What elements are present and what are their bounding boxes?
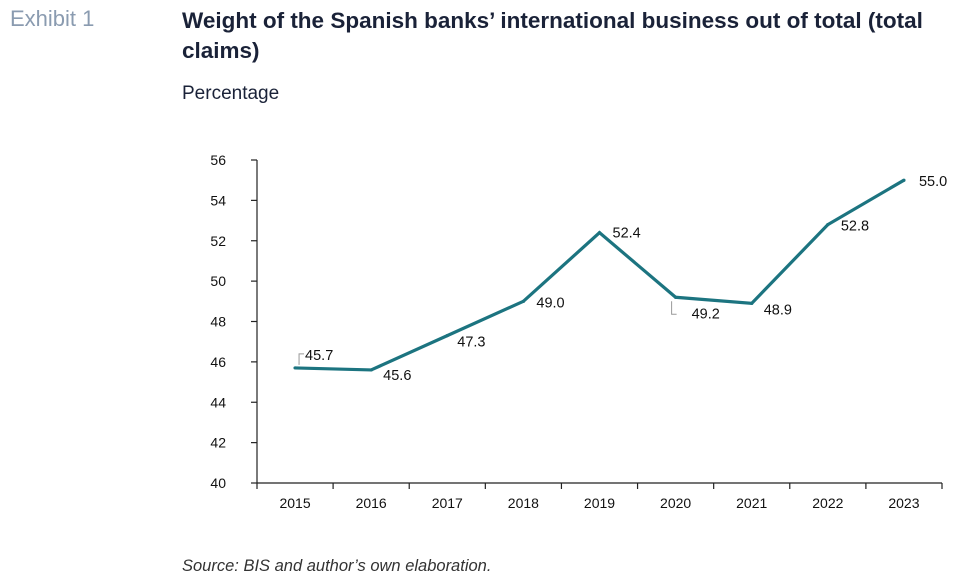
axes bbox=[256, 160, 942, 484]
x-tick-label: 2020 bbox=[660, 495, 691, 511]
data-label: 49.0 bbox=[536, 295, 564, 311]
label-leaders bbox=[298, 301, 677, 365]
x-tick-label: 2023 bbox=[888, 495, 919, 511]
label-leader-line bbox=[671, 301, 677, 315]
y-tick-label: 54 bbox=[210, 192, 226, 208]
chart-subtitle: Percentage bbox=[182, 83, 280, 104]
x-tick-label: 2021 bbox=[736, 495, 767, 511]
x-tick-label: 2019 bbox=[584, 495, 615, 511]
x-tick-label: 2017 bbox=[432, 495, 463, 511]
y-tick-label: 44 bbox=[210, 394, 226, 410]
x-tick-label: 2016 bbox=[356, 495, 387, 511]
series-line-group bbox=[293, 178, 906, 372]
y-tick-label: 40 bbox=[210, 475, 226, 491]
data-point bbox=[674, 295, 678, 299]
x-tick-label: 2015 bbox=[279, 495, 310, 511]
data-label: 49.2 bbox=[692, 306, 720, 322]
y-axis-ticks: 40 42 44 46 48 50 52 54 56 bbox=[210, 152, 257, 491]
data-label: 48.9 bbox=[764, 302, 792, 318]
label-leader-line bbox=[298, 353, 305, 365]
data-point bbox=[902, 178, 906, 182]
data-point bbox=[521, 299, 525, 303]
data-label: 45.6 bbox=[383, 368, 411, 384]
y-tick-label: 46 bbox=[210, 354, 226, 370]
data-label: 52.8 bbox=[841, 219, 869, 235]
x-tick-label: 2022 bbox=[812, 495, 843, 511]
data-label: 47.3 bbox=[457, 335, 485, 351]
x-axis-ticks: 2015 2016 2017 2018 2019 2020 2021 2022 2023 bbox=[256, 483, 943, 511]
exhibit-label: Exhibit 1 bbox=[10, 6, 95, 31]
chart-title: Weight of the Spanish banks’ internation… bbox=[182, 8, 923, 63]
y-tick-label: 56 bbox=[210, 152, 226, 168]
x-tick-label: 2018 bbox=[508, 495, 539, 511]
source-note: Source: BIS and author’s own elaboration… bbox=[182, 557, 492, 575]
data-label: 52.4 bbox=[613, 226, 641, 242]
data-point bbox=[597, 231, 602, 235]
data-label: 55.0 bbox=[919, 174, 947, 190]
y-tick-label: 42 bbox=[210, 435, 226, 451]
series-line bbox=[295, 178, 905, 372]
y-tick-label: 50 bbox=[210, 273, 226, 289]
data-point bbox=[750, 301, 754, 305]
data-label: 45.7 bbox=[305, 348, 333, 364]
y-tick-label: 52 bbox=[210, 233, 226, 249]
data-point bbox=[445, 334, 449, 338]
data-point bbox=[369, 368, 373, 372]
data-point bbox=[293, 366, 297, 370]
y-tick-label: 48 bbox=[210, 314, 226, 330]
data-point bbox=[826, 223, 830, 227]
data-labels: 45.7 45.6 47.3 49.0 52.4 49.2 48.9 52.8 55.0 bbox=[305, 174, 947, 384]
